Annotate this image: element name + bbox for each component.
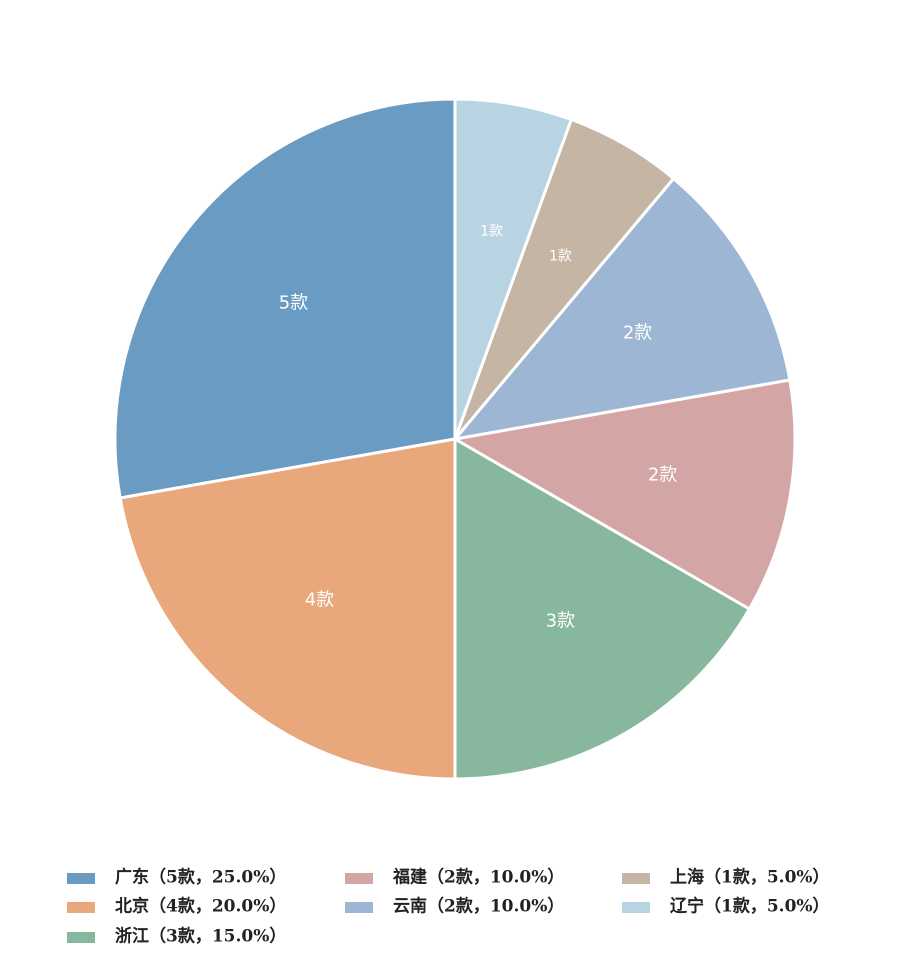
slice-label: 2款	[648, 465, 677, 486]
pie-slice	[453, 97, 574, 440]
pie-slice	[450, 378, 797, 612]
pie-slice	[118, 437, 457, 781]
legend-label: 浙江（3款，15.0%）	[115, 926, 286, 947]
legend-label: 福建（2款，10.0%）	[392, 867, 564, 888]
slice-label: 3款	[546, 611, 575, 632]
pie-slice	[113, 97, 457, 500]
pie-slice	[451, 176, 792, 442]
slice-label: 1款	[480, 223, 503, 239]
legend-swatch	[622, 873, 650, 884]
legend-swatch	[345, 902, 373, 913]
pie-slice	[453, 436, 752, 781]
legend-label: 辽宁（1款，5.0%）	[670, 896, 830, 917]
legend-label: 北京（4款，20.0%）	[115, 896, 286, 917]
slice-label: 1款	[549, 248, 572, 264]
legend-label: 广东（5款，25.0%）	[115, 867, 286, 888]
slice-label: 4款	[305, 589, 334, 610]
legend-swatch	[67, 873, 95, 884]
legend-swatch	[67, 932, 95, 943]
slice-label: 2款	[623, 323, 652, 344]
legend-swatch	[67, 902, 95, 913]
legend-swatch	[345, 873, 373, 884]
legend-label: 上海（1款，5.0%）	[670, 867, 830, 888]
legend-swatch	[622, 902, 650, 913]
legend-label: 云南（2款，10.0%）	[393, 896, 564, 917]
slice-label: 5款	[279, 293, 308, 314]
